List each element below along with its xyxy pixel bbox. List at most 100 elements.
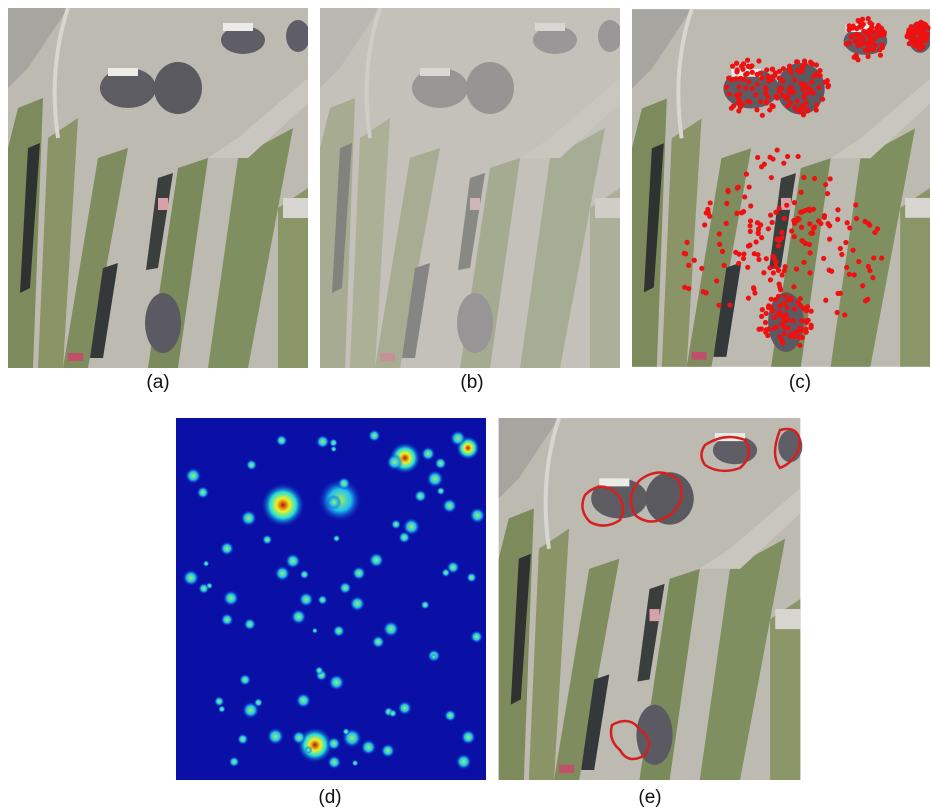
- point: [787, 66, 792, 71]
- point: [861, 29, 866, 34]
- heat-blob: [330, 446, 336, 452]
- point: [853, 202, 858, 207]
- point: [796, 154, 801, 159]
- point: [777, 76, 782, 81]
- point: [818, 73, 823, 78]
- point: [745, 265, 750, 270]
- point: [776, 268, 781, 273]
- point: [754, 82, 759, 87]
- point: [766, 78, 771, 83]
- panel-label: (c): [789, 372, 811, 393]
- point: [746, 296, 751, 301]
- point: [795, 99, 800, 104]
- point: [825, 221, 830, 226]
- heat-blob: [437, 487, 446, 496]
- point: [801, 306, 806, 311]
- heat-blob: [237, 733, 248, 744]
- point: [745, 58, 750, 63]
- point: [756, 257, 761, 262]
- point: [768, 277, 773, 282]
- point: [838, 246, 843, 251]
- point: [782, 216, 787, 221]
- point: [747, 64, 752, 69]
- point: [702, 222, 707, 227]
- point: [876, 30, 881, 35]
- point: [845, 220, 850, 225]
- point: [905, 34, 910, 39]
- heat-blob: [292, 730, 306, 744]
- heat-blob: [352, 760, 359, 767]
- heat-blob: [229, 756, 240, 767]
- point: [785, 94, 790, 99]
- point: [871, 47, 876, 52]
- point: [795, 108, 800, 113]
- heat-blob: [197, 486, 210, 499]
- point: [764, 67, 769, 72]
- point: [809, 309, 814, 314]
- point: [835, 310, 840, 315]
- point: [744, 172, 749, 177]
- point: [747, 99, 752, 104]
- point: [809, 323, 814, 328]
- figure: (a) (b) (c) (d) (e): [0, 0, 931, 810]
- point: [759, 235, 764, 240]
- point: [912, 36, 917, 41]
- point: [839, 252, 844, 257]
- point: [753, 92, 758, 97]
- point: [767, 265, 772, 270]
- point: [755, 252, 760, 257]
- point: [806, 85, 811, 90]
- point: [918, 44, 923, 49]
- point: [807, 270, 812, 275]
- point: [781, 161, 786, 166]
- heat-blob: [386, 454, 403, 471]
- point: [750, 70, 755, 75]
- point: [699, 266, 704, 271]
- point: [738, 76, 743, 81]
- heat-blob: [244, 618, 256, 630]
- point: [765, 94, 770, 99]
- point: [847, 272, 852, 277]
- point: [865, 54, 870, 59]
- point: [703, 290, 708, 295]
- heat-blob: [328, 674, 344, 690]
- point: [855, 43, 860, 48]
- point: [875, 226, 880, 231]
- heat-blob: [434, 457, 446, 469]
- heat-blob: [455, 754, 471, 770]
- heat-blob: [221, 613, 234, 626]
- point: [724, 201, 729, 206]
- point: [734, 76, 739, 81]
- point: [797, 343, 802, 348]
- point: [758, 71, 763, 76]
- point: [764, 256, 769, 261]
- point: [746, 243, 751, 248]
- point: [825, 78, 830, 83]
- heat-blob: [414, 490, 427, 503]
- point: [909, 25, 914, 30]
- point: [759, 76, 764, 81]
- heat-blob: [262, 534, 272, 544]
- heat-blob: [240, 510, 257, 527]
- heat-blob: [246, 459, 257, 470]
- point: [724, 85, 729, 90]
- point: [851, 248, 856, 253]
- point: [808, 60, 813, 65]
- point: [750, 86, 755, 91]
- point: [741, 61, 746, 66]
- point: [773, 210, 778, 215]
- point: [764, 327, 769, 332]
- point: [812, 176, 817, 181]
- point: [859, 21, 864, 26]
- point: [768, 213, 773, 218]
- point: [821, 256, 826, 261]
- heat-blob: [299, 592, 314, 607]
- point: [835, 291, 840, 296]
- point: [748, 203, 753, 208]
- point: [776, 243, 781, 248]
- point: [780, 320, 785, 325]
- point: [743, 85, 748, 90]
- point: [771, 256, 776, 261]
- heat-blob: [285, 553, 301, 569]
- point: [786, 325, 791, 330]
